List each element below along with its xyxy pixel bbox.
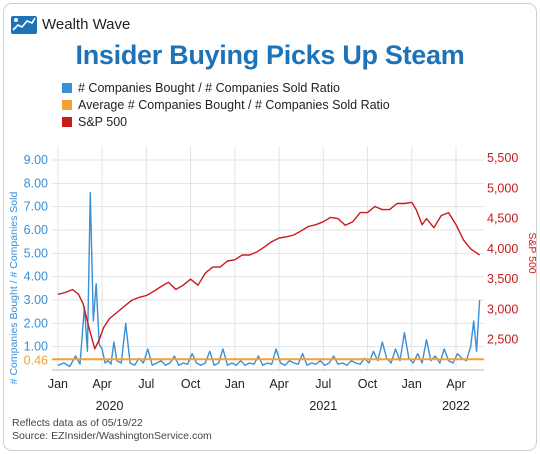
y-right-tick-label: 2,500 bbox=[487, 333, 518, 347]
x-tick-label: Jan bbox=[402, 377, 422, 391]
series-line-1 bbox=[57, 191, 481, 368]
y-right-tick-label: 4,500 bbox=[487, 212, 518, 226]
y-left-average-label: 0.46 bbox=[24, 353, 48, 367]
grid bbox=[52, 146, 484, 371]
data-note: Reflects data as of 05/19/22 bbox=[12, 417, 143, 429]
y-right-tick-label: 4,000 bbox=[487, 242, 518, 256]
wealth-wave-logo-icon bbox=[11, 16, 37, 34]
y-left-tick-label: 6.00 bbox=[24, 223, 48, 237]
brand bbox=[10, 12, 40, 38]
legend-swatch-1 bbox=[62, 100, 72, 110]
y-left-axis-title: # Companies Bought / # Companies Sold bbox=[8, 192, 20, 385]
x-tick-label: Oct bbox=[358, 377, 378, 391]
legend: # Companies Bought / # Companies Sold Ra… bbox=[62, 81, 390, 129]
y-left-tick-label: 9.00 bbox=[24, 153, 48, 167]
y-left-tick-label: 5.00 bbox=[24, 246, 48, 260]
y-left-tick-label: 2.00 bbox=[24, 316, 48, 330]
y-right-axis-title: S&P 500 bbox=[526, 232, 538, 273]
x-year-label: 2022 bbox=[442, 399, 470, 413]
axes: 9.00 8.00 7.00 6.00 5.00 4.00 3.00 2.00 1.000.46… bbox=[8, 151, 538, 413]
chart-card bbox=[3, 3, 537, 451]
brand-name: Wealth Wave bbox=[42, 16, 131, 33]
legend-label-0: # Companies Bought / # Companies Sold Ra… bbox=[78, 81, 340, 95]
series bbox=[52, 191, 484, 368]
x-tick-label: Apr bbox=[269, 377, 288, 391]
y-left-tick-label: 4.00 bbox=[24, 270, 48, 284]
y-right-tick-label: 3,500 bbox=[487, 272, 518, 286]
y-right-tick-label: 5,500 bbox=[487, 151, 518, 165]
y-left-tick-label: 3.00 bbox=[24, 293, 48, 307]
y-right-tick-label: 3,000 bbox=[487, 302, 518, 316]
x-tick-label: Oct bbox=[181, 377, 201, 391]
series-line-0 bbox=[57, 201, 481, 350]
y-right-tick-label: 5,000 bbox=[487, 181, 518, 195]
x-tick-label: Apr bbox=[92, 377, 111, 391]
source-note: Source: EZInsider/WashingtonService.com bbox=[12, 430, 212, 442]
legend-label-1: Average # Companies Bought / # Companies… bbox=[78, 98, 390, 112]
x-tick-label: Jan bbox=[225, 377, 245, 391]
x-tick-label: Apr bbox=[446, 377, 465, 391]
legend-swatch-2 bbox=[62, 117, 72, 127]
x-year-label: 2021 bbox=[309, 399, 337, 413]
y-left-tick-label: 1.00 bbox=[24, 340, 48, 354]
x-tick-label: Jan bbox=[48, 377, 68, 391]
x-tick-label: Jul bbox=[315, 377, 331, 391]
legend-label-2: S&P 500 bbox=[78, 115, 127, 129]
y-left-tick-label: 8.00 bbox=[24, 176, 48, 190]
legend-swatch-0 bbox=[62, 83, 72, 93]
x-year-label: 2020 bbox=[96, 399, 124, 413]
x-tick-label: Jul bbox=[138, 377, 154, 391]
y-left-tick-label: 7.00 bbox=[24, 200, 48, 214]
chart-title: Insider Buying Picks Up Steam bbox=[75, 40, 465, 70]
